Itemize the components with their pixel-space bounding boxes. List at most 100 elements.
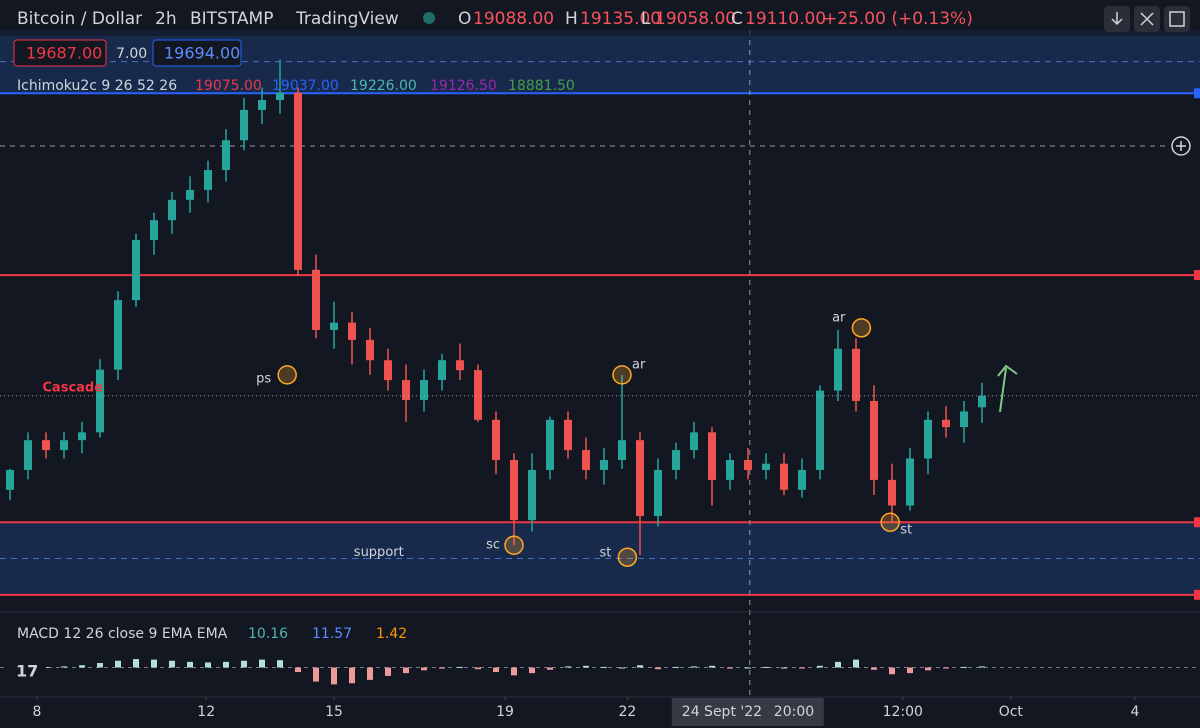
macd-bar: [97, 663, 103, 668]
macd-bar: [133, 659, 139, 668]
annotation-marker: [504, 535, 524, 555]
indicator-value: 19126.50: [430, 78, 497, 94]
macd-bar: [799, 667, 805, 669]
logo-mark: 17: [16, 662, 38, 681]
icon: [1140, 12, 1154, 26]
candle-body: [726, 460, 734, 480]
spread: 7.00: [116, 46, 147, 62]
x-tick-label: 15: [325, 704, 343, 720]
macd-bar: [583, 665, 589, 668]
level-tag: [1194, 517, 1200, 528]
candle-body: [492, 419, 500, 461]
macd-bar: [241, 660, 247, 668]
macd-bar: [529, 667, 535, 674]
note: Cascade: [42, 380, 103, 395]
macd-bar: [151, 659, 157, 668]
macd-bar: [547, 667, 553, 670]
icon: [1169, 11, 1185, 27]
candle-body: [456, 360, 464, 371]
button[interactable]: [1164, 6, 1190, 32]
crosshair-tag: [671, 698, 824, 726]
candle-body: [978, 395, 986, 408]
sell-price: 19687.00: [26, 44, 102, 63]
ohlc-value: 19058.00: [655, 9, 736, 29]
macd-bar: [295, 667, 301, 672]
candle-body: [816, 390, 824, 470]
buy-price: 19694.00: [164, 44, 240, 63]
macd-value: 1.42: [376, 626, 407, 642]
candle-body: [672, 450, 680, 470]
macd-value: 11.57: [312, 626, 352, 642]
candle-body: [240, 109, 248, 141]
candle-body: [600, 460, 608, 470]
macd-bar: [853, 659, 859, 668]
candle-body: [870, 400, 878, 480]
candle-body: [24, 440, 32, 470]
crosshair-time: 20:00: [774, 704, 814, 720]
candle-body: [186, 189, 194, 200]
candle-body: [852, 348, 860, 401]
candle-body: [330, 322, 338, 330]
macd-bar: [763, 666, 769, 668]
macd-bar: [925, 667, 931, 671]
candle-body: [564, 419, 572, 451]
toolbar: [1104, 6, 1190, 32]
candle-body: [420, 380, 428, 400]
macd-bar: [565, 666, 571, 668]
ohlc-value: 19135.00: [580, 9, 661, 29]
candle-body: [402, 380, 410, 400]
buy-box[interactable]: [152, 39, 242, 67]
macd-bar: [835, 661, 841, 668]
macd-bar: [457, 666, 463, 668]
macd-bar: [817, 665, 823, 668]
x-tick-label: 22: [618, 704, 636, 720]
annotation-marker: [277, 365, 297, 385]
candle-body: [744, 460, 752, 470]
candle-body: [42, 440, 50, 451]
annotation-label: ps: [256, 371, 271, 386]
macd-bar: [745, 667, 751, 669]
price-pane: ps ar sc st ar st support Cascade: [0, 30, 1200, 697]
candle-body: [654, 469, 662, 516]
level-tag: [1194, 88, 1200, 99]
macd-bar: [709, 665, 715, 668]
indicator-value: 19075.00: [195, 78, 262, 94]
x-tick-label: 8: [33, 704, 42, 720]
annotation-label: ar: [632, 357, 646, 372]
ohlc-value: 19110.00: [745, 9, 826, 29]
macd-bar: [385, 667, 391, 676]
candle-body: [312, 269, 320, 330]
macd-bar: [259, 659, 265, 668]
annotation-label: ar: [832, 310, 846, 325]
ohlc-label: C: [731, 9, 743, 29]
candle-body: [636, 440, 644, 516]
candle-body: [294, 92, 302, 270]
macd-bar: [223, 661, 229, 668]
candle-body: [6, 469, 14, 490]
annotation-label: st: [900, 523, 912, 538]
candle-body: [168, 199, 176, 221]
candle-body: [204, 170, 212, 190]
candle-body: [942, 419, 950, 428]
note: support: [354, 545, 404, 560]
candle-body: [222, 140, 230, 171]
x-tick-label: 4: [1131, 704, 1140, 720]
candle-body: [384, 360, 392, 381]
annotation-label: sc: [486, 538, 500, 553]
candle-body: [510, 460, 518, 521]
indicator-value: 19037.00: [272, 78, 339, 94]
candle-body: [546, 419, 554, 470]
macd-bar: [277, 660, 283, 668]
macd-bar: [475, 667, 481, 670]
sell-box[interactable]: [13, 39, 107, 67]
candle-body: [888, 479, 896, 506]
time-axis: 8 12 15 19 22 12:00 Oct 4 24 Sept '22 20:00: [33, 697, 1140, 726]
macd-bar: [169, 660, 175, 668]
add-button[interactable]: [1171, 136, 1191, 156]
macd-bar: [907, 667, 913, 674]
macd-bar: [961, 666, 967, 668]
candle-body: [528, 469, 536, 521]
header-bg: [0, 0, 1200, 36]
